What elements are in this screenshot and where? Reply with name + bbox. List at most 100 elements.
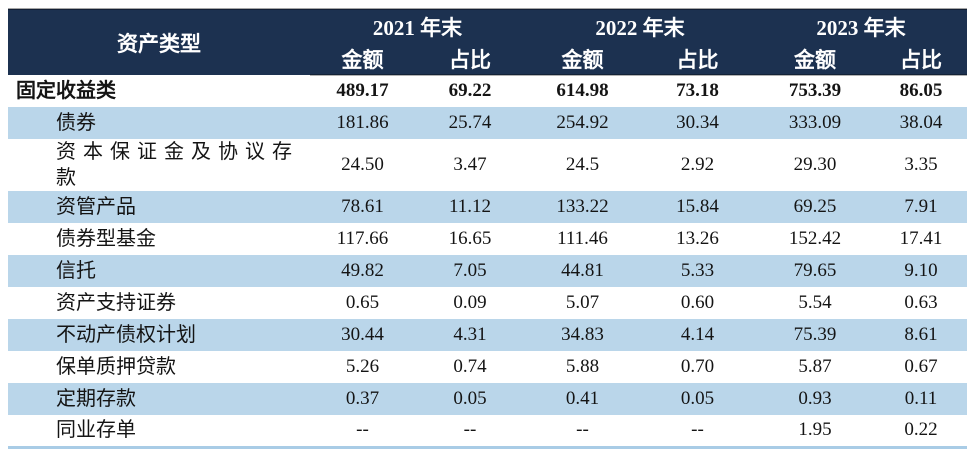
value-cell: 7.05 [453, 259, 487, 281]
value-cell: 489.17 [336, 80, 389, 102]
ratio-column-header: 占比 [875, 43, 967, 76]
value-cell: 0.41 [565, 387, 600, 409]
value-cell: 30.34 [676, 111, 719, 133]
asset-type-label: 债券型基金 [56, 228, 156, 250]
value-cell: 1.95 [755, 415, 875, 449]
value-cell: 133.22 [556, 195, 609, 217]
asset-type-cell: 债券 [8, 107, 310, 139]
value-cell: 5.87 [798, 355, 832, 377]
value-cell: -- [415, 415, 525, 449]
value-cell: 0.05 [453, 387, 487, 409]
value-cell: 5.33 [680, 259, 715, 281]
table-row: 信托 49.82 7.05 44.81 5.33 79.65 9.10 [8, 255, 967, 287]
value-cell: 34.83 [561, 323, 604, 345]
asset-type-cell: 保单质押贷款 [8, 351, 310, 383]
asset-type-cell: 资产支持证券 [8, 287, 310, 319]
table-header: 资产类型 2021 年末 2022 年末 2023 年末 金额 占比 金额 占比… [8, 8, 967, 76]
value-cell: 0.22 [875, 415, 967, 449]
value-cell: 78.61 [341, 195, 384, 217]
asset-type-label: 固定收益类 [16, 80, 116, 102]
year-header-2022: 2022 年末 [525, 8, 755, 43]
value-cell: 9.10 [904, 259, 938, 281]
value-cell: 333.09 [788, 111, 842, 133]
amount-column-header: 金额 [755, 43, 875, 76]
value-cell: 2.92 [680, 153, 715, 175]
year-header-2021: 2021 年末 [310, 8, 525, 43]
header-year-row: 资产类型 2021 年末 2022 年末 2023 年末 [8, 8, 967, 75]
asset-type-label: 同业存单 [56, 419, 136, 442]
value-cell: 16.65 [448, 227, 492, 249]
value-cell: 25.74 [448, 111, 492, 133]
asset-type-cell: 债券型基金 [8, 223, 310, 255]
table-row: 不动产债权计划 30.44 4.31 34.83 4.14 75.39 8.61 [8, 319, 967, 351]
asset-type-label: 保单质押贷款 [56, 356, 176, 378]
table-body: 固定收益类 489.17 69.22 614.98 73.18 753.39 86.05 债券… [8, 75, 967, 449]
table-row: 保单质押贷款 5.26 0.74 5.88 0.70 5.87 0.67 [8, 351, 967, 383]
ratio-column-header: 占比 [640, 43, 755, 76]
value-cell: 0.09 [453, 291, 487, 313]
asset-type-label: 资产支持证券 [56, 292, 176, 314]
table-row: 定期存款 0.37 0.05 0.41 0.05 0.93 0.11 [8, 383, 967, 415]
value-cell: 0.37 [345, 387, 380, 409]
asset-type-cell: 资管产品 [8, 191, 310, 223]
asset-type-label: 定期存款 [56, 388, 136, 410]
ratio-column-header: 占比 [415, 43, 525, 76]
asset-type-cell: 定期存款 [8, 383, 310, 415]
value-cell: 5.54 [798, 291, 832, 313]
table-row: 债券型基金 117.66 16.65 111.46 13.26 152.42 17.41 [8, 223, 967, 255]
value-cell: 29.30 [793, 153, 837, 175]
amount-column-header: 金额 [525, 43, 640, 76]
value-cell: 44.81 [561, 259, 604, 281]
value-cell: 614.98 [556, 80, 609, 102]
value-cell: 13.26 [676, 227, 719, 249]
asset-type-cell: 资本保证金及协议存款 [8, 139, 310, 191]
value-cell: 15.84 [676, 195, 719, 217]
value-cell: 0.70 [680, 355, 715, 377]
asset-type-label: 债券 [56, 112, 96, 134]
value-cell: 24.5 [565, 153, 600, 175]
value-cell: 3.35 [904, 153, 938, 175]
table-row: 固定收益类 489.17 69.22 614.98 73.18 753.39 86.05 [8, 75, 967, 107]
value-cell: 11.12 [448, 195, 492, 217]
table-row: 同业存单 -- -- -- -- 1.95 0.22 [8, 415, 967, 449]
value-cell: -- [310, 415, 415, 449]
value-cell: 4.31 [453, 323, 487, 345]
value-cell: 38.04 [899, 111, 943, 133]
asset-type-cell: 信托 [8, 255, 310, 287]
value-cell: 49.82 [341, 259, 384, 281]
value-cell: 73.18 [676, 80, 719, 102]
value-cell: 79.65 [793, 259, 837, 281]
asset-type-cell: 固定收益类 [8, 75, 310, 107]
asset-type-label: 不动产债权计划 [56, 324, 196, 346]
asset-type-label: 资管产品 [56, 196, 136, 218]
table-row: 债券 181.86 25.74 254.92 30.34 333.09 38.04 [8, 107, 967, 139]
asset-type-label: 资本保证金及协议存款 [56, 141, 299, 189]
value-cell: 0.67 [904, 355, 938, 377]
value-cell: 4.14 [680, 323, 715, 345]
value-cell: 24.50 [341, 153, 384, 175]
value-cell: 0.93 [798, 387, 832, 409]
value-cell: -- [525, 415, 640, 449]
value-cell: 86.05 [899, 80, 943, 102]
asset-type-cell: 同业存单 [8, 415, 310, 449]
amount-column-header: 金额 [310, 43, 415, 76]
asset-type-header: 资产类型 [8, 8, 310, 75]
value-cell: 30.44 [341, 323, 384, 345]
value-cell: 0.74 [453, 355, 487, 377]
year-header-2023: 2023 年末 [755, 8, 967, 43]
asset-type-label: 信托 [56, 260, 96, 282]
value-cell: -- [640, 415, 755, 449]
value-cell: 5.07 [565, 291, 600, 313]
value-cell: 254.92 [556, 111, 609, 133]
value-cell: 69.25 [793, 195, 837, 217]
value-cell: 75.39 [793, 323, 837, 345]
value-cell: 152.42 [788, 227, 842, 249]
table-row: 资产支持证券 0.65 0.09 5.07 0.60 5.54 0.63 [8, 287, 967, 319]
table-row: 资管产品 78.61 11.12 133.22 15.84 69.25 7.91 [8, 191, 967, 223]
value-cell: 753.39 [788, 80, 842, 102]
value-cell: 5.88 [565, 355, 600, 377]
value-cell: 0.11 [904, 387, 938, 409]
value-cell: 8.61 [904, 323, 938, 345]
table-row: 资本保证金及协议存款 24.50 3.47 24.5 2.92 29.30 3.35 [8, 139, 967, 191]
value-cell: 0.65 [345, 291, 380, 313]
